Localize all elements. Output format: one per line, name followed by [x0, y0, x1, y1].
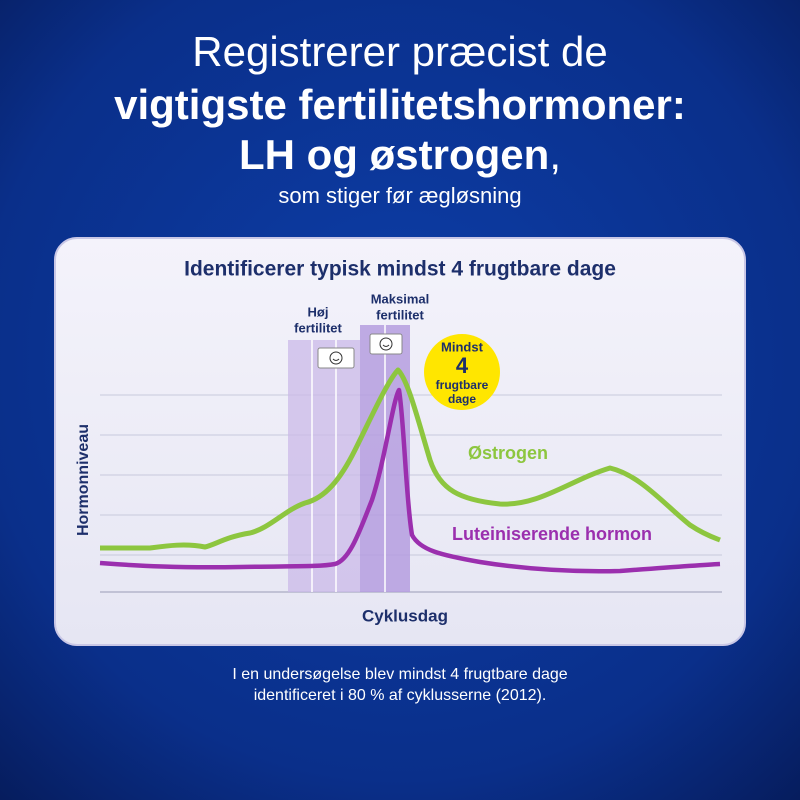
- badge: [424, 334, 500, 410]
- y-axis-label: Hormonniveau: [75, 424, 92, 536]
- badge-text: dage: [448, 392, 476, 406]
- heading-line: LH og østrogen,: [239, 131, 561, 178]
- lh-curve: [99, 387, 721, 574]
- lh-label: Luteiniserende hormon: [452, 524, 652, 544]
- badge-text: frugtbare: [436, 378, 489, 392]
- subheading: som stiger før ægløsning: [278, 183, 521, 208]
- band-label: fertilitet: [294, 320, 342, 335]
- x-axis-label: Cyklusdag: [362, 606, 448, 625]
- max-icon: [369, 333, 403, 355]
- heading-line: vigtigste fertilitetshormoner:: [114, 81, 686, 128]
- footnote: I en undersøgelse blev mindst 4 frugtbar…: [232, 666, 567, 683]
- estrogen-curve: [100, 367, 721, 551]
- band-label: Maksimal: [371, 291, 430, 306]
- high-icon: [317, 347, 355, 369]
- badge-number: 4: [456, 353, 469, 378]
- footnote: identificeret i 80 % af cyklusserne (201…: [254, 687, 547, 704]
- estrogen-label: Østrogen: [468, 443, 548, 463]
- badge-text: Mindst: [441, 339, 484, 354]
- heading-bold: LH og østrogen: [239, 131, 549, 178]
- band-label: Høj: [308, 304, 329, 319]
- band-label: fertilitet: [376, 307, 424, 322]
- heading-suffix: ,: [549, 131, 561, 178]
- heading-line: Registrerer præcist de: [192, 28, 607, 75]
- card-title: Identificerer typisk mindst 4 frugtbare …: [184, 258, 616, 281]
